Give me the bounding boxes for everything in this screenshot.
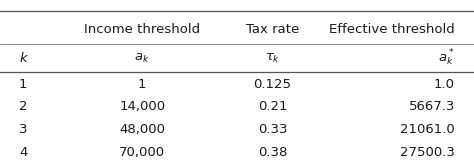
Text: 3: 3 (19, 123, 27, 136)
Text: 0.33: 0.33 (258, 123, 287, 136)
Text: 48,000: 48,000 (119, 123, 165, 136)
Text: 0.125: 0.125 (254, 78, 292, 91)
Text: 1.0: 1.0 (434, 78, 455, 91)
Text: Income threshold: Income threshold (84, 23, 200, 36)
Text: $k$: $k$ (19, 51, 29, 65)
Text: $\tau_k$: $\tau_k$ (265, 52, 280, 65)
Text: $a_k$: $a_k$ (134, 52, 150, 65)
Text: 1: 1 (138, 78, 146, 91)
Text: Tax rate: Tax rate (246, 23, 299, 36)
Text: 5667.3: 5667.3 (409, 100, 455, 113)
Text: Effective threshold: Effective threshold (329, 23, 455, 36)
Text: 2: 2 (19, 100, 27, 113)
Text: 14,000: 14,000 (119, 100, 165, 113)
Text: $a^*_k$: $a^*_k$ (438, 48, 455, 69)
Text: 0.38: 0.38 (258, 146, 287, 159)
Text: 4: 4 (19, 146, 27, 159)
Text: 1: 1 (19, 78, 27, 91)
Text: 21061.0: 21061.0 (400, 123, 455, 136)
Text: 70,000: 70,000 (119, 146, 165, 159)
Text: 0.21: 0.21 (258, 100, 287, 113)
Text: 27500.3: 27500.3 (400, 146, 455, 159)
